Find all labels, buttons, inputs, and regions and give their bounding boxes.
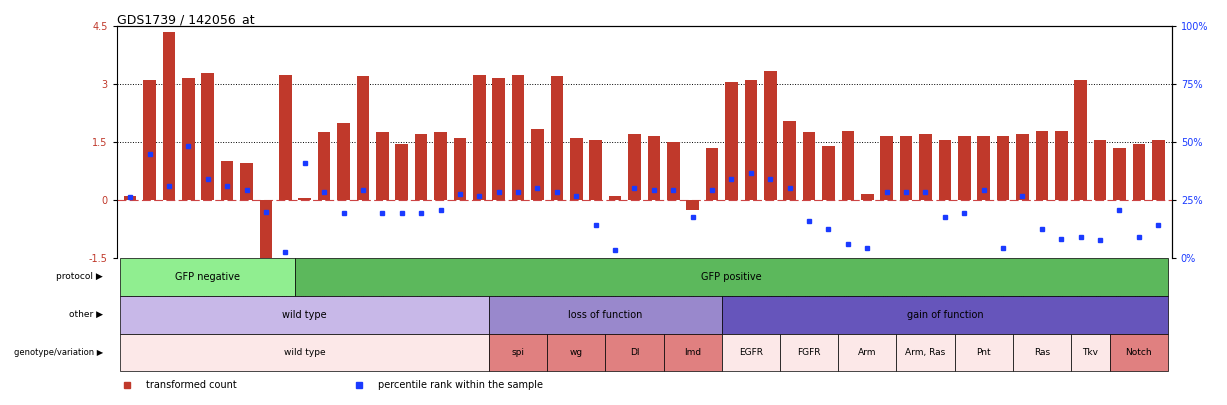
FancyBboxPatch shape bbox=[605, 334, 664, 371]
Bar bbox=[571, 138, 583, 200]
Bar bbox=[434, 132, 447, 200]
Text: spi: spi bbox=[512, 348, 525, 357]
Bar bbox=[1055, 130, 1067, 200]
Text: genotype/variation ▶: genotype/variation ▶ bbox=[13, 348, 103, 357]
FancyBboxPatch shape bbox=[120, 258, 294, 296]
Bar bbox=[667, 142, 680, 200]
Text: GFP negative: GFP negative bbox=[175, 272, 240, 282]
Text: percentile rank within the sample: percentile rank within the sample bbox=[378, 380, 544, 390]
FancyBboxPatch shape bbox=[721, 296, 1168, 334]
Text: wg: wg bbox=[569, 348, 583, 357]
Bar bbox=[589, 140, 602, 200]
FancyBboxPatch shape bbox=[120, 296, 490, 334]
Text: Arm: Arm bbox=[858, 348, 876, 357]
Bar bbox=[492, 79, 506, 200]
Bar bbox=[201, 72, 213, 200]
Text: transformed count: transformed count bbox=[146, 380, 237, 390]
Bar bbox=[996, 136, 1010, 200]
Bar bbox=[1036, 130, 1048, 200]
Bar bbox=[298, 198, 310, 200]
Bar bbox=[648, 136, 660, 200]
Bar bbox=[279, 75, 292, 200]
Bar bbox=[764, 71, 777, 200]
Bar bbox=[163, 32, 175, 200]
Bar bbox=[144, 80, 156, 200]
Text: protocol ▶: protocol ▶ bbox=[56, 272, 103, 281]
Bar bbox=[1133, 144, 1145, 200]
Bar bbox=[842, 130, 854, 200]
Bar bbox=[880, 136, 893, 200]
Bar bbox=[415, 134, 427, 200]
Bar bbox=[745, 80, 757, 200]
Text: Imd: Imd bbox=[685, 348, 702, 357]
Text: FGFR: FGFR bbox=[798, 348, 821, 357]
FancyBboxPatch shape bbox=[120, 334, 490, 371]
Bar bbox=[260, 200, 272, 258]
Bar bbox=[512, 75, 524, 200]
Text: wild type: wild type bbox=[282, 310, 328, 320]
Bar bbox=[1016, 134, 1028, 200]
Bar bbox=[1152, 140, 1164, 200]
FancyBboxPatch shape bbox=[955, 334, 1012, 371]
Bar bbox=[357, 77, 369, 200]
Bar bbox=[454, 138, 466, 200]
Bar bbox=[919, 134, 931, 200]
Text: Pnt: Pnt bbox=[977, 348, 991, 357]
FancyBboxPatch shape bbox=[490, 296, 721, 334]
FancyBboxPatch shape bbox=[838, 334, 897, 371]
Bar bbox=[337, 123, 350, 200]
Text: wild type: wild type bbox=[283, 348, 325, 357]
FancyBboxPatch shape bbox=[1071, 334, 1109, 371]
Bar bbox=[472, 75, 486, 200]
FancyBboxPatch shape bbox=[490, 334, 547, 371]
Bar bbox=[861, 194, 874, 200]
Bar bbox=[706, 148, 718, 200]
Text: EGFR: EGFR bbox=[739, 348, 763, 357]
Text: Ras: Ras bbox=[1034, 348, 1050, 357]
FancyBboxPatch shape bbox=[1109, 334, 1168, 371]
FancyBboxPatch shape bbox=[294, 258, 1168, 296]
Text: Arm, Ras: Arm, Ras bbox=[906, 348, 946, 357]
Text: GDS1739 / 142056_at: GDS1739 / 142056_at bbox=[117, 13, 254, 26]
FancyBboxPatch shape bbox=[721, 334, 780, 371]
FancyBboxPatch shape bbox=[547, 334, 605, 371]
Bar bbox=[725, 82, 737, 200]
Bar bbox=[182, 79, 195, 200]
Text: GFP positive: GFP positive bbox=[701, 272, 762, 282]
Bar bbox=[1075, 80, 1087, 200]
Bar bbox=[551, 77, 563, 200]
Bar bbox=[221, 161, 233, 200]
Bar bbox=[783, 121, 796, 200]
Bar bbox=[1113, 148, 1125, 200]
Bar bbox=[318, 132, 330, 200]
Bar bbox=[958, 136, 971, 200]
Bar bbox=[628, 134, 640, 200]
Bar bbox=[1093, 140, 1107, 200]
Text: gain of function: gain of function bbox=[907, 310, 983, 320]
Bar bbox=[609, 196, 621, 200]
Bar bbox=[531, 128, 544, 200]
Bar bbox=[899, 136, 913, 200]
Bar bbox=[124, 196, 136, 200]
Text: loss of function: loss of function bbox=[568, 310, 643, 320]
Bar bbox=[822, 146, 834, 200]
Bar bbox=[939, 140, 951, 200]
Bar bbox=[375, 132, 389, 200]
Bar bbox=[240, 163, 253, 200]
Text: other ▶: other ▶ bbox=[69, 310, 103, 319]
Text: Dl: Dl bbox=[629, 348, 639, 357]
FancyBboxPatch shape bbox=[780, 334, 838, 371]
Text: Notch: Notch bbox=[1125, 348, 1152, 357]
Bar bbox=[978, 136, 990, 200]
Bar bbox=[395, 144, 409, 200]
FancyBboxPatch shape bbox=[1012, 334, 1071, 371]
FancyBboxPatch shape bbox=[664, 334, 721, 371]
Bar bbox=[802, 132, 816, 200]
FancyBboxPatch shape bbox=[897, 334, 955, 371]
Bar bbox=[686, 200, 699, 210]
Text: Tkv: Tkv bbox=[1082, 348, 1098, 357]
